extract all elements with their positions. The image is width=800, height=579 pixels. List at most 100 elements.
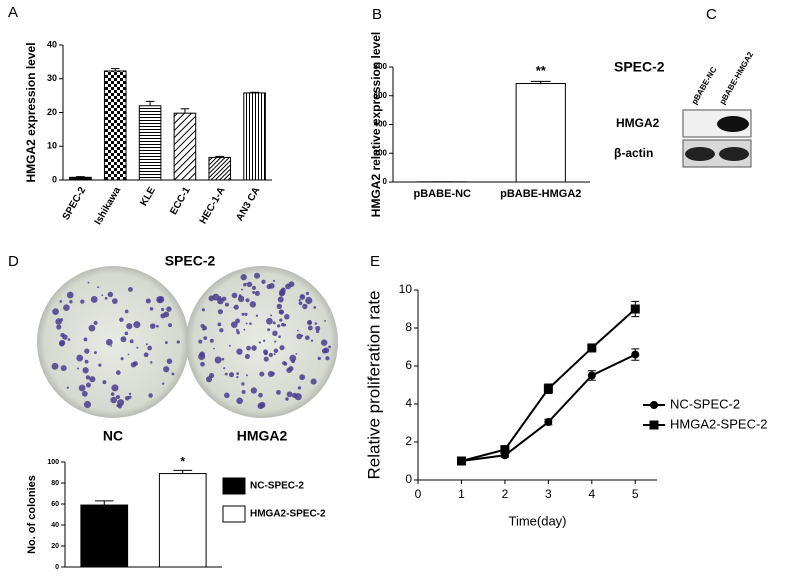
colony	[263, 356, 269, 362]
colony	[284, 314, 290, 320]
colony	[298, 299, 301, 302]
marker	[630, 304, 640, 314]
colony	[276, 303, 283, 310]
colony	[224, 302, 229, 307]
colony	[102, 380, 107, 385]
plate-label: HMGA2	[237, 428, 288, 444]
colony	[315, 325, 321, 331]
colony	[212, 293, 220, 301]
panel-label: C	[706, 6, 717, 23]
colony	[272, 279, 276, 282]
blot-band	[717, 116, 749, 132]
colony	[81, 390, 88, 397]
marker	[631, 350, 640, 359]
colony	[164, 341, 168, 344]
colony	[89, 376, 96, 383]
colony	[254, 290, 260, 296]
colony	[149, 323, 156, 329]
colony	[298, 301, 303, 306]
colony	[128, 392, 132, 396]
colony	[230, 321, 238, 328]
colony	[236, 348, 243, 355]
colony	[325, 356, 330, 361]
colony	[209, 338, 214, 343]
colony	[117, 399, 125, 407]
colony	[245, 282, 247, 285]
colony	[270, 371, 275, 376]
colony	[129, 339, 134, 344]
marker	[587, 343, 597, 353]
colony	[78, 384, 86, 392]
colony	[251, 285, 256, 290]
error-bar	[250, 91, 259, 93]
colony	[90, 296, 98, 303]
colony	[201, 308, 205, 312]
colony	[288, 281, 295, 288]
x-tick-label: 5	[632, 487, 639, 501]
y-axis-label: HMGA2 relative expression level	[369, 32, 383, 217]
y-tick-label: 40	[47, 39, 57, 49]
colony	[166, 306, 172, 312]
colony	[133, 321, 141, 329]
colony	[328, 345, 331, 349]
colonies	[51, 272, 331, 410]
colony	[143, 352, 149, 358]
colony	[245, 374, 248, 377]
bar	[243, 92, 266, 181]
colony	[219, 328, 224, 333]
y-tick-label: 600	[374, 91, 388, 100]
panel-label: D	[8, 253, 19, 270]
colony	[291, 359, 295, 364]
colony	[156, 296, 164, 304]
colony	[243, 328, 246, 331]
colony	[200, 324, 205, 329]
colony	[60, 318, 64, 322]
colony	[87, 281, 90, 284]
bar	[103, 70, 127, 181]
error-bar	[145, 100, 155, 106]
colony	[299, 374, 306, 381]
colony	[228, 372, 235, 378]
colony	[163, 366, 170, 373]
colony	[258, 341, 261, 344]
x-tick-label: Ishikawa	[93, 185, 124, 227]
y-axis-label: HMGA2 expression level	[24, 42, 38, 182]
colony	[80, 299, 85, 304]
panel-label: B	[372, 6, 382, 23]
panel-label: E	[370, 253, 380, 270]
colony	[276, 324, 281, 328]
colony	[245, 298, 250, 303]
bar	[515, 83, 566, 183]
colony	[67, 338, 71, 341]
colony	[145, 343, 148, 346]
y-tick-label: 8	[405, 320, 412, 334]
x-tick-label: KLE	[138, 185, 158, 208]
colony	[246, 281, 253, 288]
error-bar	[215, 155, 225, 158]
x-tick-label: ECC-1	[168, 185, 193, 217]
colony	[258, 392, 263, 398]
colony	[324, 319, 326, 322]
blot-lane: pBABE-NC	[690, 65, 719, 106]
colony	[77, 367, 79, 370]
colony	[296, 333, 303, 340]
colony	[236, 375, 239, 379]
legend-label: NC-SPEC-2	[250, 481, 304, 492]
colony	[83, 337, 88, 342]
blot-row: HMGA2	[616, 116, 660, 130]
colony	[168, 323, 173, 328]
colony	[310, 339, 314, 342]
colony	[274, 340, 277, 343]
colony	[161, 382, 165, 385]
bar	[173, 112, 197, 181]
colony	[163, 311, 170, 318]
blot-lane: pBABE-HMGA2	[718, 50, 756, 106]
colony	[56, 324, 62, 330]
colony	[249, 301, 257, 308]
legend-swatch	[222, 477, 246, 495]
colony	[84, 348, 90, 354]
bar	[69, 176, 92, 181]
colony	[249, 322, 252, 325]
colony	[240, 274, 247, 281]
colony	[277, 296, 284, 303]
